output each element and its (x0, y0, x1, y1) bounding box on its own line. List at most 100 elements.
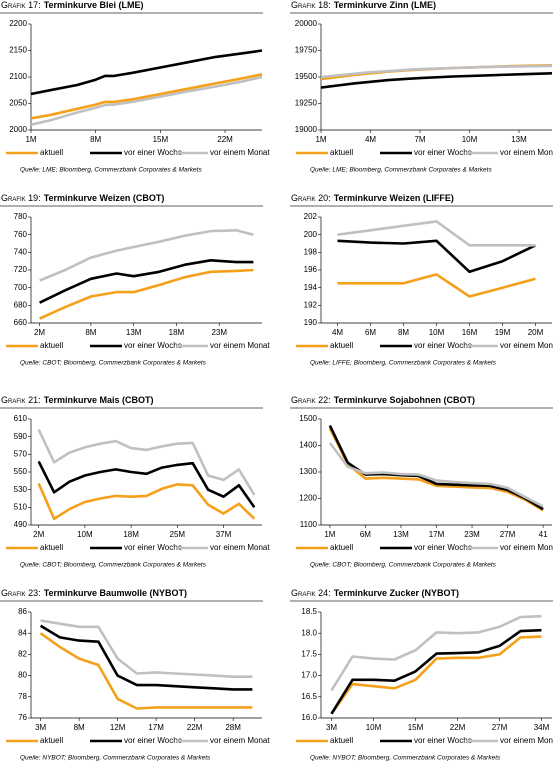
title-label: Grafik 22: (291, 395, 331, 405)
y-tick-label: 780 (14, 212, 28, 221)
series-line (330, 628, 542, 715)
title-label: Grafik 23: (1, 588, 41, 598)
x-tick-label: 19M (495, 328, 511, 337)
y-tick-label: 550 (14, 467, 28, 476)
legend-label: aktuell (330, 341, 353, 350)
chart-title: Grafik 19: Terminkurve Weizen (CBOT) (1, 193, 164, 203)
y-tick-label: 192 (304, 300, 318, 309)
source-note: Quelle: NYBOT; Bloomberg, Commerzbank Co… (20, 755, 211, 762)
y-tick-label: 194 (304, 283, 318, 292)
source-note: Quelle: NYBOT; Bloomberg, Commerzbank Co… (310, 755, 501, 762)
legend-label: aktuell (40, 543, 63, 552)
y-tick-label: 84 (18, 628, 27, 637)
y-tick-label: 700 (14, 283, 28, 292)
title-rule (0, 407, 263, 409)
legend-label: vor einem Monat (210, 736, 270, 745)
y-tick-label: 82 (18, 650, 27, 659)
series-line (337, 273, 536, 298)
legend-label: aktuell (330, 736, 353, 745)
y-tick-label: 19500 (295, 72, 318, 81)
y-tick-label: 680 (14, 300, 28, 309)
legend-label: vor einer Woche (414, 736, 473, 745)
legend-label: vor einer Woche (124, 543, 183, 552)
chart-title: Grafik 20: Terminkurve Weizen (LIFFE) (291, 193, 454, 203)
chart-title: Grafik 24: Terminkurve Zucker (NYBOT) (291, 588, 459, 598)
y-tick-label: 200 (304, 230, 318, 239)
title-text: Terminkurve Mais (CBOT) (44, 395, 154, 405)
y-tick-label: 20000 (295, 19, 318, 28)
series-line (328, 427, 544, 512)
x-tick-label: 13M (511, 135, 527, 144)
legend-label: vor einem Monat (500, 341, 553, 350)
y-tick-label: 18.0 (301, 628, 317, 637)
x-tick-label: 6M (365, 328, 376, 337)
series-line (39, 624, 253, 691)
legend-label: vor einem Monat (500, 543, 553, 552)
y-tick-label: 1200 (299, 494, 317, 503)
y-tick-label: 16.5 (301, 692, 317, 701)
title-label: Grafik 21: (1, 395, 41, 405)
x-tick-label: 22M (187, 723, 203, 732)
source-note: Quelle: CBOT; Bloomberg, Commerzbank Cor… (20, 360, 207, 367)
x-tick-label: 4M (332, 328, 343, 337)
series-line (39, 632, 253, 710)
y-tick-label: 86 (18, 607, 27, 616)
series-line (37, 429, 256, 496)
series-line (330, 635, 542, 715)
x-tick-label: 20M (528, 328, 544, 337)
series-line (320, 72, 553, 89)
x-tick-label: 1M (25, 135, 36, 144)
title-label: Grafik 18: (291, 0, 331, 10)
x-tick-label: 28M (225, 723, 241, 732)
title-text: Terminkurve Sojabohnen (CBOT) (334, 395, 475, 405)
series-line (39, 259, 254, 304)
x-tick-label: 41 (539, 530, 548, 539)
y-tick-label: 190 (304, 318, 318, 327)
x-tick-label: 3M (326, 723, 337, 732)
x-tick-label: 22M (450, 723, 466, 732)
x-tick-label: 10M (429, 328, 445, 337)
title-rule (0, 12, 263, 14)
y-tick-label: 19250 (295, 99, 318, 108)
y-tick-label: 760 (14, 230, 28, 239)
y-tick-label: 78 (18, 692, 27, 701)
source-note: Quelle: CBOT; Bloomberg, Commerzbank Cor… (20, 562, 207, 569)
legend-label: vor einem Monat (210, 148, 270, 157)
title-text: Terminkurve Weizen (LIFFE) (334, 193, 454, 203)
x-tick-label: 3M (35, 723, 46, 732)
source-note: Quelle: CBOT; Bloomberg, Commerzbank Cor… (310, 562, 497, 569)
series-line (330, 614, 542, 692)
series-line (39, 268, 254, 320)
y-tick-label: 590 (14, 432, 28, 441)
x-tick-label: 25M (170, 530, 186, 539)
y-tick-label: 202 (304, 212, 318, 221)
y-tick-label: 570 (14, 449, 28, 458)
series-line (39, 229, 254, 282)
x-tick-label: 12M (110, 723, 126, 732)
legend-label: vor einem Monat (500, 736, 553, 745)
chart-title: Grafik 23: Terminkurve Baumwolle (NYBOT) (1, 588, 187, 598)
x-tick-label: 18M (169, 328, 185, 337)
x-tick-label: 2M (34, 328, 45, 337)
title-rule (0, 205, 263, 207)
series-line (337, 220, 536, 247)
title-rule (290, 12, 553, 14)
legend-label: aktuell (40, 148, 63, 157)
series-line (328, 442, 544, 508)
x-tick-label: 22M (217, 135, 233, 144)
series-line (328, 425, 544, 511)
title-label: Grafik 20: (291, 193, 331, 203)
y-tick-label: 80 (18, 671, 27, 680)
y-tick-label: 1100 (300, 520, 318, 529)
x-tick-label: 1M (324, 530, 335, 539)
y-tick-label: 19000 (295, 125, 318, 134)
title-rule (290, 600, 553, 602)
x-tick-label: 34M (534, 723, 550, 732)
x-tick-label: 10M (366, 723, 382, 732)
title-label: Grafik 24: (291, 588, 331, 598)
legend-label: vor einer Woche (124, 736, 183, 745)
y-tick-label: 196 (304, 265, 318, 274)
legend-label: vor einer Woche (124, 341, 183, 350)
y-tick-label: 2150 (9, 46, 27, 55)
